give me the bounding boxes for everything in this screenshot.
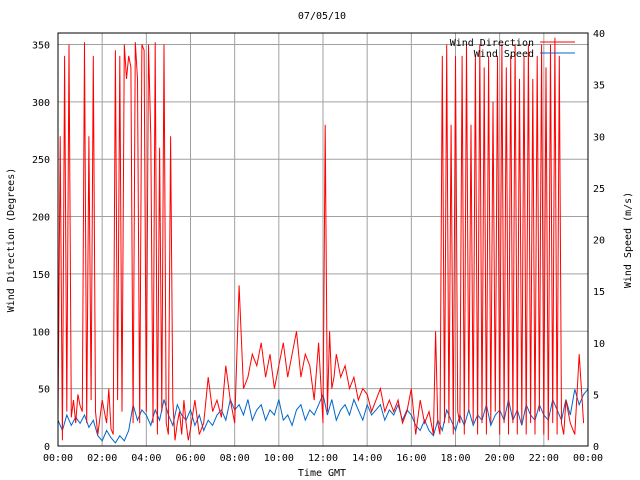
y-left-tick-label: 50 bbox=[38, 385, 50, 396]
y-right-tick-label: 20 bbox=[593, 236, 605, 247]
x-tick-label: 02:00 bbox=[87, 453, 117, 464]
legend-label-speed: Wind Speed bbox=[474, 49, 534, 60]
x-tick-label: 10:00 bbox=[264, 453, 294, 464]
x-tick-label: 06:00 bbox=[175, 453, 205, 464]
legend: Wind Direction Wind Speed bbox=[450, 38, 575, 60]
plot-frame bbox=[57, 32, 589, 447]
series-wind-direction bbox=[57, 37, 585, 441]
y-right-tick-labels: 0 5 10 15 20 25 30 35 40 bbox=[593, 29, 605, 453]
chart-title: 07/05/10 bbox=[298, 11, 346, 22]
y-right-tick-label: 15 bbox=[593, 287, 605, 298]
y-right-tick-label: 10 bbox=[593, 339, 605, 350]
y-right-tick-label: 0 bbox=[593, 442, 599, 453]
y-left-tick-label: 350 bbox=[32, 40, 50, 51]
series-line-wind-direction bbox=[57, 37, 585, 441]
y-left-tick-label: 150 bbox=[32, 270, 50, 281]
y-right-tick-label: 40 bbox=[593, 29, 605, 40]
y-left-tick-label: 200 bbox=[32, 213, 50, 224]
y-right-tick-label: 25 bbox=[593, 184, 605, 195]
legend-label-direction: Wind Direction bbox=[450, 38, 534, 49]
x-tick-label: 14:00 bbox=[352, 453, 382, 464]
y-left-tick-label: 0 bbox=[44, 442, 50, 453]
x-tick-labels: 00:00 02:00 04:00 06:00 08:00 10:00 12:00 14:00… bbox=[43, 453, 603, 464]
x-tick-label: 08:00 bbox=[220, 453, 250, 464]
y-right-tick-label: 5 bbox=[593, 390, 599, 401]
y-left-tick-label: 250 bbox=[32, 155, 50, 166]
x-tick-label: 00:00 bbox=[573, 453, 603, 464]
x-axis-label: Time GMT bbox=[298, 468, 346, 479]
x-tick-label: 16:00 bbox=[396, 453, 426, 464]
y-axis-label-left: Wind Direction (Degrees) bbox=[6, 168, 17, 313]
y-axis-label-right: Wind Speed (m/s) bbox=[623, 192, 634, 288]
x-tick-label: 22:00 bbox=[529, 453, 559, 464]
y-left-tick-labels: 0 50 100 150 200 250 300 350 bbox=[32, 40, 50, 453]
y-left-tick-label: 100 bbox=[32, 327, 50, 338]
y-right-tick-label: 30 bbox=[593, 132, 605, 143]
x-tick-label: 18:00 bbox=[440, 453, 470, 464]
x-tick-label: 12:00 bbox=[308, 453, 338, 464]
y-left-tick-label: 300 bbox=[32, 98, 50, 109]
x-tick-label: 00:00 bbox=[43, 453, 73, 464]
x-tick-label: 20:00 bbox=[485, 453, 515, 464]
y-right-tick-label: 35 bbox=[593, 81, 605, 92]
x-tick-label: 04:00 bbox=[131, 453, 161, 464]
